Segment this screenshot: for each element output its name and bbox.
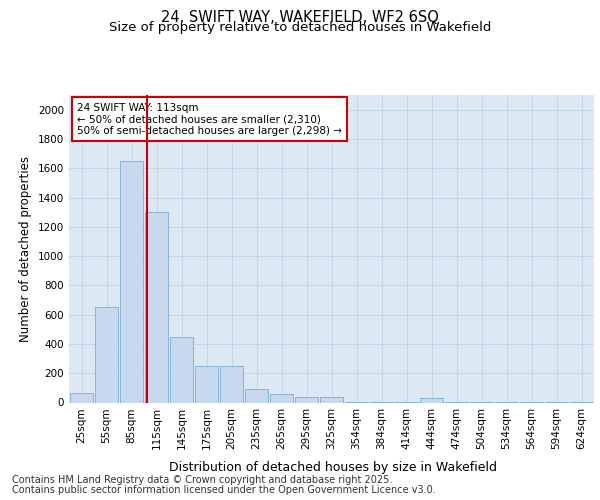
- Text: 24 SWIFT WAY: 113sqm
← 50% of detached houses are smaller (2,310)
50% of semi-de: 24 SWIFT WAY: 113sqm ← 50% of detached h…: [77, 102, 342, 136]
- Bar: [120, 161, 143, 402]
- Bar: [95, 308, 118, 402]
- Bar: [320, 398, 343, 402]
- Bar: [245, 390, 268, 402]
- Bar: [420, 398, 443, 402]
- Text: Contains public sector information licensed under the Open Government Licence v3: Contains public sector information licen…: [12, 485, 436, 495]
- Bar: [195, 366, 218, 403]
- Text: Size of property relative to detached houses in Wakefield: Size of property relative to detached ho…: [109, 21, 491, 34]
- Text: Distribution of detached houses by size in Wakefield: Distribution of detached houses by size …: [169, 461, 497, 474]
- Text: Contains HM Land Registry data © Crown copyright and database right 2025.: Contains HM Land Registry data © Crown c…: [12, 475, 392, 485]
- Bar: [145, 212, 168, 402]
- Bar: [70, 393, 93, 402]
- Text: 24, SWIFT WAY, WAKEFIELD, WF2 6SQ: 24, SWIFT WAY, WAKEFIELD, WF2 6SQ: [161, 10, 439, 25]
- Bar: [170, 336, 193, 402]
- Bar: [270, 394, 293, 402]
- Bar: [295, 398, 318, 402]
- Bar: [220, 366, 243, 403]
- Y-axis label: Number of detached properties: Number of detached properties: [19, 156, 32, 342]
